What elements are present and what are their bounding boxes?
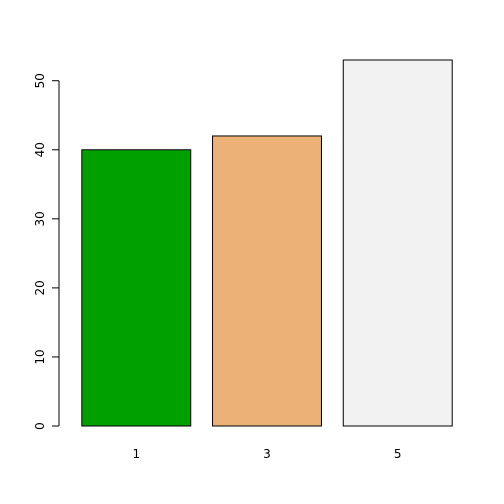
y-tick-label: 30 xyxy=(33,211,47,226)
bar-1 xyxy=(81,149,192,427)
y-tick-label: 10 xyxy=(33,349,47,364)
x-tick-label: 5 xyxy=(394,447,402,461)
bar-3 xyxy=(212,135,322,427)
x-tick-label: 3 xyxy=(263,447,271,461)
y-tick-label: 40 xyxy=(33,142,47,157)
y-tick-label: 20 xyxy=(33,280,47,295)
bar-5 xyxy=(342,59,453,427)
y-axis: 0 10 20 30 40 50 xyxy=(33,73,60,430)
y-tick-label: 0 xyxy=(33,422,47,430)
x-axis-labels: 1 3 5 xyxy=(132,447,401,461)
y-tick-label: 50 xyxy=(33,73,47,88)
x-tick-label: 1 xyxy=(132,447,140,461)
bars xyxy=(81,59,453,427)
